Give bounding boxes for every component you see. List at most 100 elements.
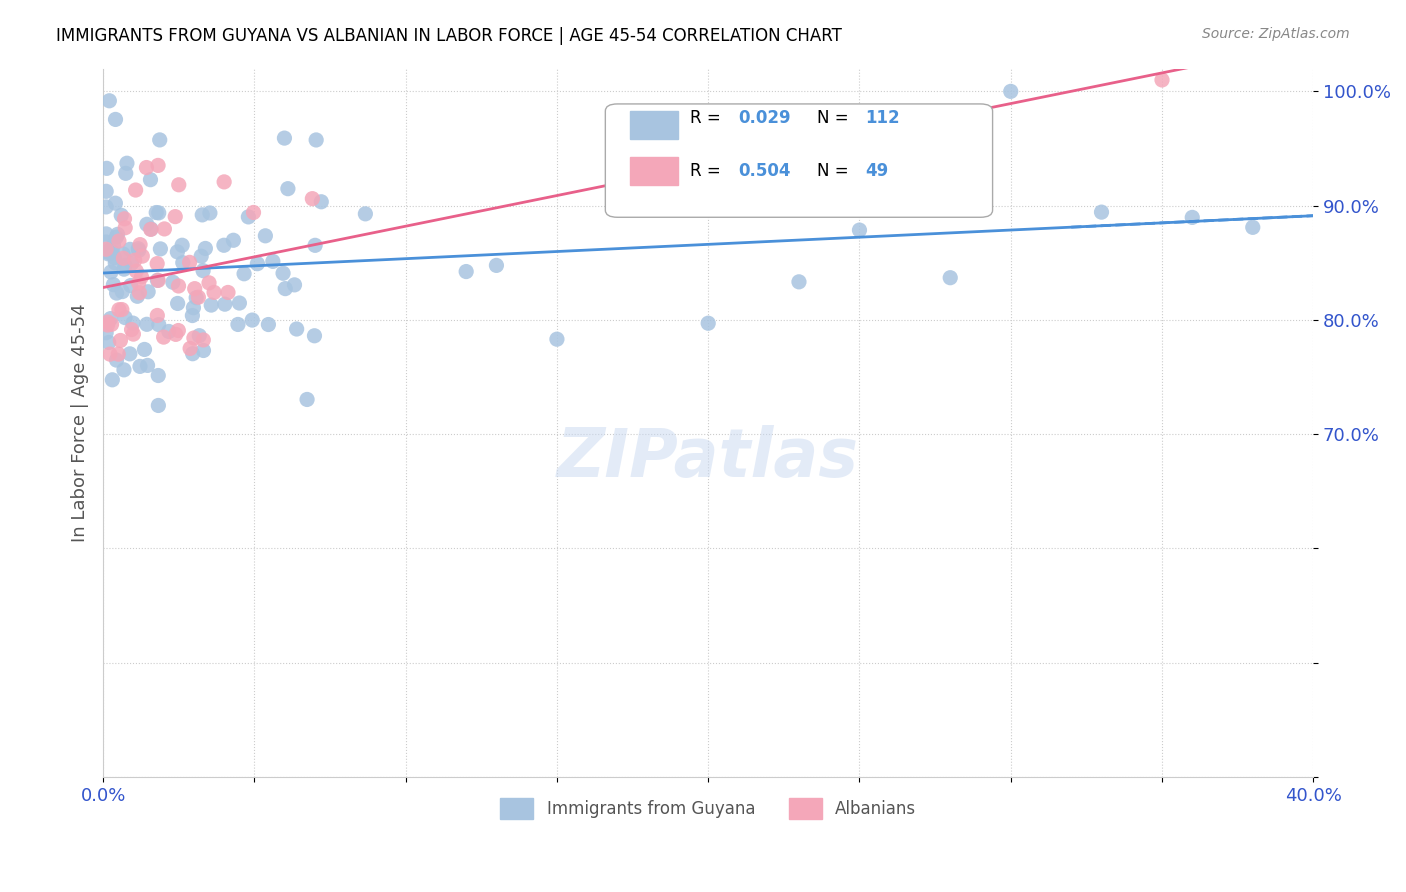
Point <box>100 311 122 326</box>
Text: Source: ZipAtlas.com: Source: ZipAtlas.com <box>1202 27 1350 41</box>
Point <box>166 244 188 259</box>
Point <box>1090 205 1112 219</box>
Point <box>110 334 132 348</box>
Point <box>295 392 318 407</box>
Point <box>131 269 153 284</box>
Point <box>354 207 377 221</box>
Point <box>188 328 211 343</box>
Point <box>96 227 118 241</box>
Point <box>167 324 190 338</box>
Text: 0.029: 0.029 <box>738 109 792 127</box>
Point <box>149 133 172 147</box>
Text: 49: 49 <box>866 162 889 180</box>
Point <box>246 257 269 271</box>
Point <box>118 243 141 257</box>
Point <box>103 277 125 292</box>
Point <box>107 347 129 361</box>
Point <box>136 359 159 373</box>
Point <box>191 263 214 277</box>
Point <box>187 290 209 304</box>
Point <box>183 282 205 296</box>
Point <box>283 277 305 292</box>
Point <box>98 94 121 108</box>
Point <box>217 285 239 300</box>
Point <box>105 286 128 301</box>
Point <box>114 310 136 325</box>
Point <box>96 326 118 340</box>
Text: 112: 112 <box>866 109 900 127</box>
Point <box>111 302 134 317</box>
Point <box>240 313 263 327</box>
Point <box>148 368 170 383</box>
Point <box>198 206 221 220</box>
Point <box>97 315 120 329</box>
Point <box>97 246 120 260</box>
Point <box>183 331 205 345</box>
Point <box>193 333 215 347</box>
Text: N =: N = <box>817 162 853 180</box>
Point <box>101 373 124 387</box>
Point <box>162 275 184 289</box>
Bar <box>630 111 678 139</box>
Point <box>96 245 118 260</box>
Point <box>167 279 190 293</box>
Point <box>122 316 145 330</box>
Point <box>301 192 323 206</box>
Point <box>121 323 143 337</box>
Point <box>152 330 174 344</box>
Point <box>146 273 169 287</box>
Point <box>96 161 118 176</box>
Point <box>191 208 214 222</box>
Point <box>114 211 136 226</box>
Point <box>112 262 135 277</box>
Point <box>101 244 124 259</box>
Point <box>939 270 962 285</box>
Point <box>98 347 121 361</box>
Point <box>165 327 187 342</box>
Point <box>129 237 152 252</box>
Point <box>165 210 187 224</box>
Point <box>105 353 128 368</box>
Point <box>666 158 689 172</box>
Legend: Immigrants from Guyana, Albanians: Immigrants from Guyana, Albanians <box>494 791 922 825</box>
Point <box>107 227 129 242</box>
Text: N =: N = <box>817 109 853 127</box>
Point <box>238 210 260 224</box>
Point <box>271 266 294 280</box>
Point <box>97 244 120 259</box>
Point <box>121 256 143 270</box>
Point <box>149 242 172 256</box>
Point <box>273 131 295 145</box>
Point <box>131 249 153 263</box>
Point <box>179 255 201 269</box>
Point <box>104 196 127 211</box>
Text: R =: R = <box>690 162 725 180</box>
Point <box>114 220 136 235</box>
Point <box>304 238 326 252</box>
FancyBboxPatch shape <box>606 104 993 218</box>
Point <box>166 296 188 310</box>
Point <box>242 205 264 219</box>
Point <box>172 238 194 252</box>
Text: 0.504: 0.504 <box>738 162 792 180</box>
Point <box>96 184 118 198</box>
Point <box>485 259 508 273</box>
Point <box>181 347 204 361</box>
Point <box>233 267 256 281</box>
Point <box>146 309 169 323</box>
Point <box>146 257 169 271</box>
Point <box>136 285 159 299</box>
Point <box>1000 84 1022 98</box>
Point <box>848 223 870 237</box>
Y-axis label: In Labor Force | Age 45-54: In Labor Force | Age 45-54 <box>72 303 89 542</box>
Point <box>148 206 170 220</box>
Point <box>108 302 131 317</box>
Point <box>228 296 250 310</box>
Point <box>546 332 568 346</box>
Point <box>103 238 125 252</box>
Point <box>128 244 150 258</box>
Point <box>100 318 122 332</box>
Point <box>139 172 162 186</box>
Point <box>172 256 194 270</box>
Point <box>305 133 328 147</box>
